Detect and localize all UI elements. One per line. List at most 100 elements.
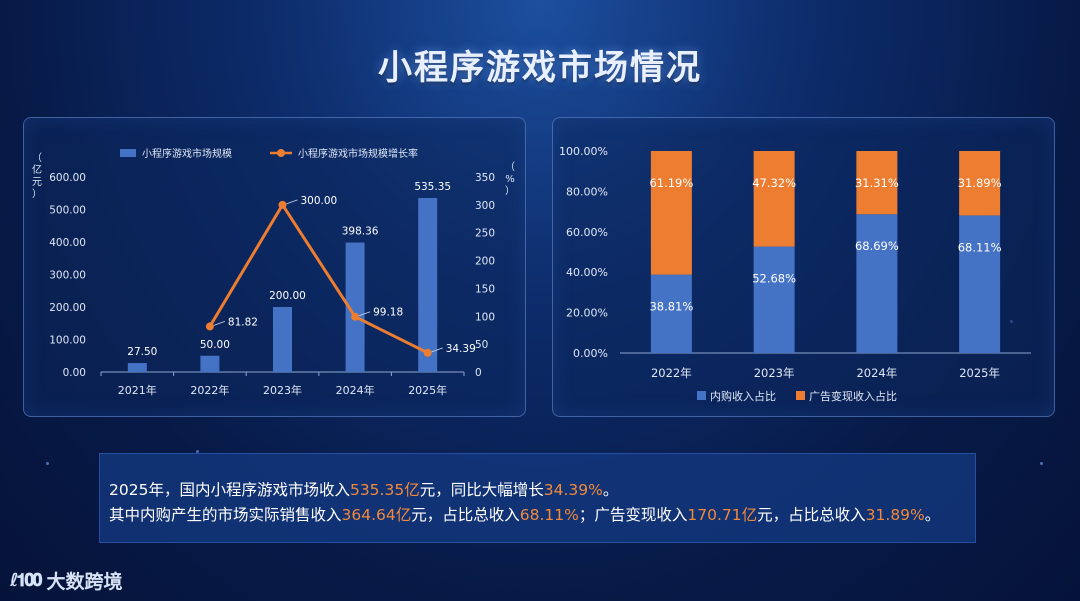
bar-segment-in-app-purchase <box>753 246 795 353</box>
legend-label-ad-revenue: 广告变现收入占比 <box>809 389 897 403</box>
in-app-share-label: 68.69% <box>855 239 899 253</box>
x-axis-tick-label: 2024年 <box>856 366 897 380</box>
bar-segment-in-app-purchase <box>959 215 1001 353</box>
summary-highlight: 170.71亿 <box>687 506 758 524</box>
summary-text: ；广告变现收入 <box>578 506 688 524</box>
growth-rate-value-label: 99.18 <box>373 307 403 319</box>
left-axis-tick-label: 100.00 <box>49 335 86 347</box>
left-axis-tick-label: 600.00 <box>49 172 86 184</box>
market-size-chart: 小程序游戏市场规模 小程序游戏市场规模增长率（亿元）（%）0.00100.0020… <box>32 147 515 397</box>
right-axis-tick-label: 150 <box>475 283 495 295</box>
left-axis-tick-label: 400.00 <box>49 237 86 249</box>
market-size-chart-panel: 小程序游戏市场规模 小程序游戏市场规模增长率（亿元）（%） 0.00 100.00 20… <box>23 117 526 417</box>
right-axis-unit-label: ） <box>505 185 515 197</box>
left-axis-unit-label: ） <box>32 188 42 200</box>
summary-text: 。 <box>924 506 941 524</box>
y-axis-tick-label: 20.00% <box>566 307 608 320</box>
legend-label-growth-rate: 小程序游戏市场规模增长率 <box>298 147 418 160</box>
bar-segment-ad-revenue <box>959 151 1001 216</box>
summary-text: 其中内购产生的市场实际销售收入 <box>109 506 342 524</box>
left-axis-tick-label: 300.00 <box>49 270 86 282</box>
right-axis-tick-label: 50 <box>475 339 488 351</box>
bar-segment-ad-revenue <box>650 151 692 275</box>
legend-swatch-market-size <box>120 149 136 157</box>
growth-rate-line <box>208 202 429 355</box>
in-app-share-label: 38.81% <box>649 300 693 314</box>
right-axis-unit-label: % <box>505 174 515 185</box>
growth-rate-point <box>351 312 360 321</box>
summary-highlight: 34.39% <box>543 481 603 499</box>
right-axis-tick-label: 300 <box>475 200 495 212</box>
bar-segment-ad-revenue <box>856 151 898 215</box>
right-axis-tick-label: 100 <box>475 311 495 323</box>
left-axis-tick-label: 500.00 <box>49 205 86 217</box>
growth-rate-leader-line <box>431 347 443 353</box>
ad-share-label: 31.89% <box>958 176 1002 190</box>
bar-value-label: 50.00 <box>200 339 230 351</box>
summary-highlight: 535.35亿 <box>349 481 420 499</box>
bar-value-label: 535.35 <box>414 181 451 193</box>
right-axis-tick-label: 350 <box>475 172 495 184</box>
x-axis-tick-label: 2025年 <box>408 383 447 397</box>
logo-text: 大数跨境 <box>46 570 123 593</box>
y-axis-tick-label: 40.00% <box>566 266 608 279</box>
y-axis-tick-label: 60.00% <box>566 226 608 239</box>
bar-market-size <box>273 307 292 372</box>
right-axis-tick-label: 200 <box>475 256 495 268</box>
growth-rate-point <box>205 322 214 331</box>
x-axis-tick-label: 2021年 <box>118 383 157 397</box>
left-axis-tick-label: 0.00 <box>63 367 86 379</box>
y-axis-tick-label: 80.00% <box>566 185 608 198</box>
summary-highlight: 68.11% <box>519 506 579 524</box>
bar-value-label: 398.36 <box>342 226 379 238</box>
summary-line-2: 其中内购产生的市场实际销售收入364.64亿元，占比总收入68.11%；广告变现… <box>109 503 975 528</box>
summary-text: 元，占比总收入 <box>411 506 520 524</box>
growth-rate-point <box>423 348 432 357</box>
growth-rate-leader-line <box>358 311 371 317</box>
ad-share-label: 61.19% <box>649 176 693 190</box>
summary-highlight: 364.64亿 <box>341 506 412 524</box>
x-axis-tick-label: 2024年 <box>336 383 375 397</box>
revenue-share-chart-panel: 0.00% 20.00% 40.00% 60.00% 80.00% 100.00% 2022… <box>552 117 1055 417</box>
legend-label-market-size: 小程序游戏市场规模 <box>142 147 232 160</box>
bar-market-size <box>127 363 147 372</box>
bar-segment-in-app-purchase <box>650 274 692 353</box>
ad-share-label: 47.32% <box>752 176 796 190</box>
growth-rate-value-label: 34.39 <box>446 343 476 355</box>
bar-market-size <box>345 242 365 372</box>
y-axis-tick-label: 100.00% <box>559 145 608 158</box>
growth-rate-value-label: 300.00 <box>301 195 338 207</box>
left-axis-unit-label: 亿 <box>32 163 42 176</box>
decor-dot <box>196 450 199 453</box>
right-axis-tick-label: 250 <box>475 228 495 240</box>
bar-segment-ad-revenue <box>753 151 795 247</box>
growth-rate-leader-line <box>286 199 298 205</box>
decor-dot <box>46 462 49 465</box>
right-axis-tick-label: 0 <box>475 367 482 379</box>
summary-text: 2025年，国内小程序游戏市场收入 <box>109 481 350 499</box>
y-axis-tick-label: 0.00% <box>573 347 608 360</box>
bar-market-size <box>418 198 438 372</box>
revenue-share-chart: 0.00% 20.00% 40.00% 60.00% 80.00% 100.00% 2022… <box>559 145 1031 403</box>
left-axis-unit-label: （ <box>32 152 42 164</box>
summary-highlight: 31.89% <box>865 506 925 524</box>
bar-value-label: 27.50 <box>127 346 157 358</box>
legend-marker-growth-rate <box>277 149 285 157</box>
summary-text: 。 <box>602 481 619 499</box>
in-app-share-label: 52.68% <box>752 272 796 286</box>
decor-dot <box>1040 462 1043 465</box>
x-axis-tick-label: 2022年 <box>190 383 229 397</box>
summary-line-1: 2025年，国内小程序游戏市场收入535.35亿元，同比大幅增长34.39%。 <box>109 478 975 503</box>
bar-segment-in-app-purchase <box>856 214 898 353</box>
summary-box: 2025年，国内小程序游戏市场收入535.35亿元，同比大幅增长34.39%。 … <box>99 453 976 543</box>
growth-rate-leader-line <box>213 321 226 326</box>
x-axis-tick-label: 2023年 <box>263 383 302 397</box>
x-axis-tick-label: 2023年 <box>754 366 795 380</box>
growth-rate-value-label: 81.82 <box>228 316 258 328</box>
growth-rate-point <box>278 200 287 209</box>
summary-text: 元，占比总收入 <box>757 506 866 524</box>
x-axis-tick-label: 2022年 <box>651 366 692 380</box>
right-axis-unit-label: （ <box>505 161 515 173</box>
left-axis-tick-label: 200.00 <box>49 302 86 314</box>
left-axis-unit-label: 元 <box>32 177 42 188</box>
